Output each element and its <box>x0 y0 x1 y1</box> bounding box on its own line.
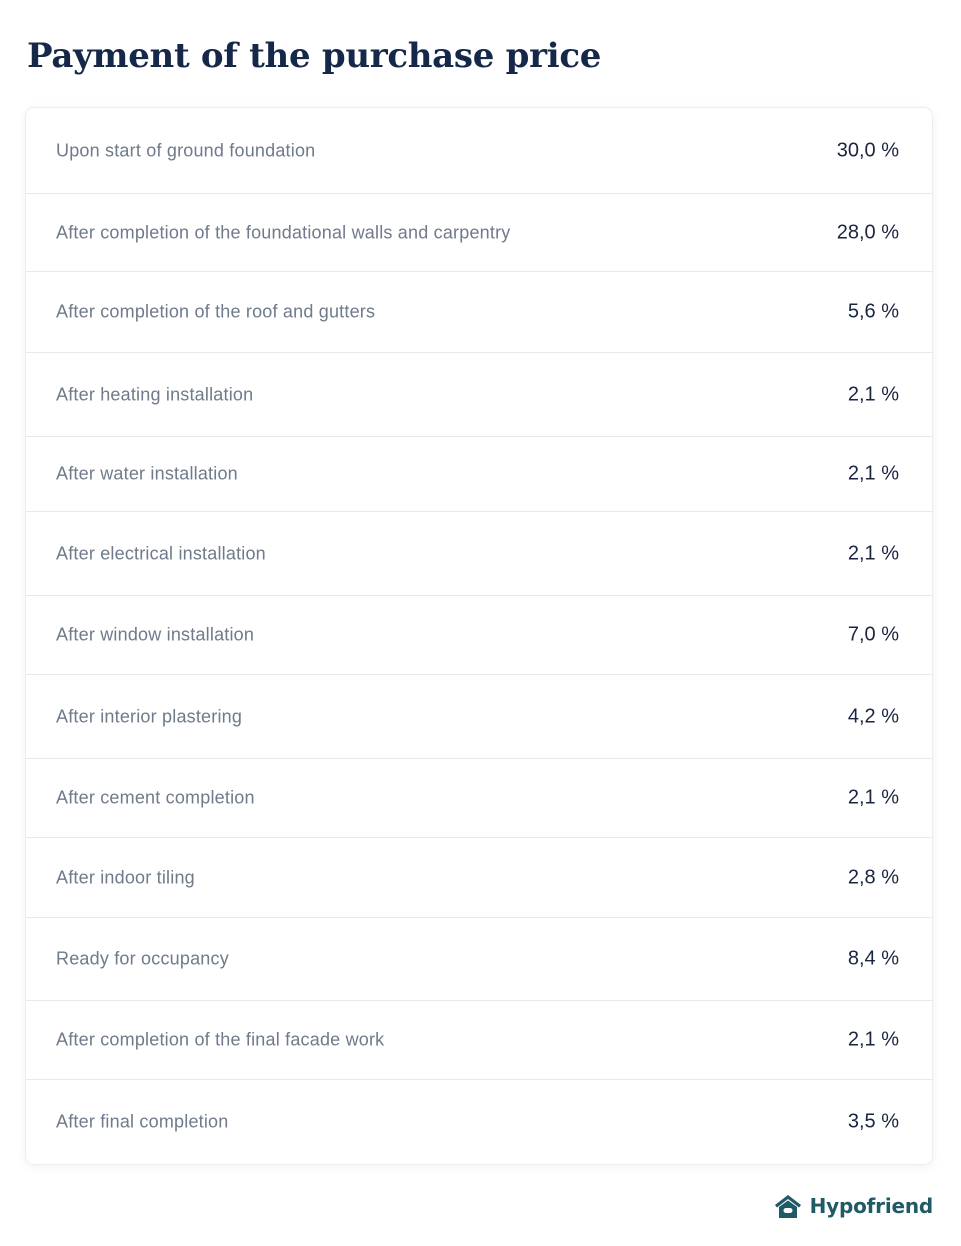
row-value: 2,1 % <box>847 462 899 485</box>
brand-logo: Hypofriend <box>774 1190 933 1222</box>
row-value: 28,0 % <box>836 221 899 243</box>
row-label: After water installation <box>56 463 238 484</box>
brand-name: Hypofriend <box>809 1194 934 1218</box>
row-value: 4,2 % <box>847 705 899 727</box>
row-value: 2,1 % <box>847 383 899 405</box>
row-label: After final completion <box>56 1111 229 1132</box>
row-value: 2,8 % <box>847 866 899 888</box>
table-row: After heating installation 2,1 % <box>26 352 932 436</box>
row-value: 2,1 % <box>847 1028 899 1051</box>
page-title: Payment of the purchase price <box>27 36 602 76</box>
table-row: After indoor tiling 2,8 % <box>26 837 932 917</box>
row-value: 2,1 % <box>847 542 899 564</box>
row-label: After interior plastering <box>56 706 243 726</box>
table-row: After completion of the final facade wor… <box>26 1000 932 1079</box>
row-label: After electrical installation <box>56 543 266 563</box>
table-row: After completion of the foundational wal… <box>26 193 932 271</box>
row-label: Upon start of ground foundation <box>56 140 316 160</box>
table-row: After electrical installation 2,1 % <box>26 511 932 595</box>
row-value: 8,4 % <box>847 947 899 970</box>
row-label: After indoor tiling <box>56 867 195 887</box>
row-value: 2,1 % <box>847 786 899 809</box>
table-row: After window installation 7,0 % <box>26 595 932 674</box>
table-row: Ready for occupancy 8,4 % <box>26 917 932 1000</box>
payment-schedule-table: Upon start of ground foundation 30,0 % Aft… <box>26 108 932 1164</box>
row-value: 5,6 % <box>847 300 899 323</box>
table-row: After interior plastering 4,2 % <box>26 674 932 758</box>
row-label: After window installation <box>56 624 255 645</box>
row-label: After completion of the roof and gutters <box>56 301 376 322</box>
table-row: After completion of the roof and gutters… <box>26 271 932 352</box>
row-label: After completion of the foundational wal… <box>56 222 511 242</box>
table-row: After final completion 3,5 % <box>26 1079 932 1164</box>
row-label: Ready for occupancy <box>56 948 229 969</box>
table-row: Upon start of ground foundation 30,0 % <box>26 108 932 193</box>
row-value: 30,0 % <box>836 139 899 161</box>
row-value: 3,5 % <box>847 1110 899 1133</box>
table-row: After cement completion 2,1 % <box>26 758 932 837</box>
row-label: After heating installation <box>56 384 254 404</box>
table-rows: Upon start of ground foundation 30,0 % Aft… <box>26 108 932 1164</box>
row-label: After completion of the final facade wor… <box>56 1029 385 1050</box>
row-value: 7,0 % <box>847 623 899 646</box>
row-label: After cement completion <box>56 787 255 808</box>
house-logo-icon <box>774 1195 801 1218</box>
table-row: After water installation 2,1 % <box>26 436 932 511</box>
